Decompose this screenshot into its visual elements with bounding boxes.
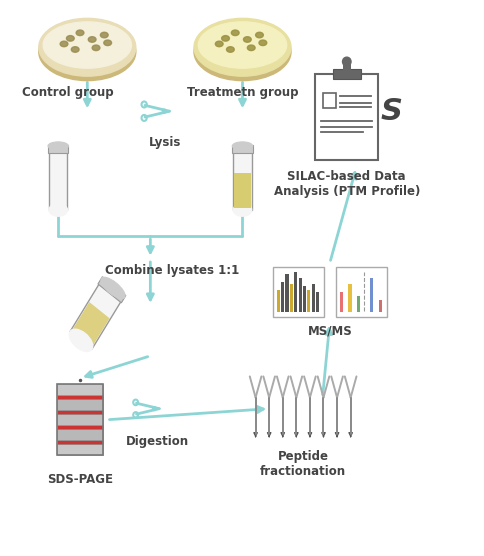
Bar bbox=[285, 275, 288, 312]
Ellipse shape bbox=[198, 22, 286, 68]
Ellipse shape bbox=[194, 18, 290, 76]
Bar bbox=[356, 296, 360, 312]
Bar bbox=[332, 69, 360, 79]
Ellipse shape bbox=[76, 30, 84, 36]
Bar bbox=[280, 282, 284, 312]
Bar bbox=[378, 300, 381, 312]
Bar bbox=[342, 62, 350, 71]
Ellipse shape bbox=[66, 36, 74, 41]
Ellipse shape bbox=[48, 142, 68, 150]
Bar bbox=[49, 146, 67, 210]
Ellipse shape bbox=[69, 329, 92, 351]
Bar bbox=[370, 279, 373, 312]
Bar bbox=[302, 286, 305, 312]
Text: SDS-PAGE: SDS-PAGE bbox=[47, 473, 113, 485]
Bar bbox=[315, 74, 378, 160]
Bar bbox=[272, 267, 323, 317]
Text: Peptide
fractionation: Peptide fractionation bbox=[259, 450, 346, 478]
Ellipse shape bbox=[88, 37, 96, 42]
Bar bbox=[316, 292, 318, 312]
Ellipse shape bbox=[60, 41, 68, 47]
Ellipse shape bbox=[49, 203, 67, 216]
Text: Combine lysates 1:1: Combine lysates 1:1 bbox=[105, 264, 239, 277]
Ellipse shape bbox=[100, 32, 108, 38]
Bar bbox=[57, 440, 103, 444]
Bar bbox=[232, 145, 252, 153]
Bar bbox=[298, 279, 301, 312]
Ellipse shape bbox=[255, 32, 263, 38]
Text: Treatmetn group: Treatmetn group bbox=[186, 86, 298, 99]
Bar bbox=[335, 267, 386, 317]
Bar bbox=[57, 384, 103, 395]
Bar bbox=[57, 429, 103, 440]
Text: Digestion: Digestion bbox=[126, 435, 189, 448]
Bar bbox=[48, 145, 68, 153]
Text: MS/MS: MS/MS bbox=[307, 324, 351, 337]
Ellipse shape bbox=[231, 30, 239, 36]
Text: Control group: Control group bbox=[22, 86, 113, 99]
Ellipse shape bbox=[194, 23, 290, 81]
Ellipse shape bbox=[101, 277, 125, 299]
Bar bbox=[293, 272, 297, 312]
Ellipse shape bbox=[43, 22, 131, 68]
Ellipse shape bbox=[215, 41, 223, 47]
Ellipse shape bbox=[92, 45, 100, 51]
Bar bbox=[311, 285, 314, 312]
Bar bbox=[276, 290, 279, 312]
Ellipse shape bbox=[258, 40, 266, 46]
Text: S: S bbox=[380, 97, 402, 126]
Ellipse shape bbox=[342, 57, 350, 66]
Bar bbox=[57, 395, 103, 399]
Ellipse shape bbox=[233, 203, 251, 216]
Ellipse shape bbox=[104, 40, 111, 46]
Bar bbox=[339, 292, 342, 312]
Bar bbox=[307, 290, 310, 312]
Ellipse shape bbox=[39, 18, 136, 76]
Ellipse shape bbox=[221, 36, 229, 41]
Bar bbox=[72, 302, 109, 347]
Text: SILAC-based Data
Analysis (PTM Profile): SILAC-based Data Analysis (PTM Profile) bbox=[273, 170, 419, 197]
Ellipse shape bbox=[71, 47, 79, 52]
Ellipse shape bbox=[247, 45, 255, 51]
Bar bbox=[57, 425, 103, 429]
Bar bbox=[234, 173, 250, 208]
Bar bbox=[348, 285, 351, 312]
Bar bbox=[57, 410, 103, 414]
Bar bbox=[70, 279, 124, 349]
Ellipse shape bbox=[226, 47, 234, 52]
Bar bbox=[233, 146, 251, 210]
Bar bbox=[57, 444, 103, 455]
Text: Lysis: Lysis bbox=[149, 136, 181, 149]
Bar bbox=[57, 384, 103, 455]
Bar bbox=[322, 93, 335, 108]
Ellipse shape bbox=[243, 37, 251, 42]
Ellipse shape bbox=[39, 23, 136, 81]
Ellipse shape bbox=[232, 142, 252, 150]
Bar bbox=[289, 285, 292, 312]
Bar bbox=[57, 399, 103, 410]
Bar bbox=[98, 277, 125, 303]
Bar bbox=[57, 414, 103, 425]
